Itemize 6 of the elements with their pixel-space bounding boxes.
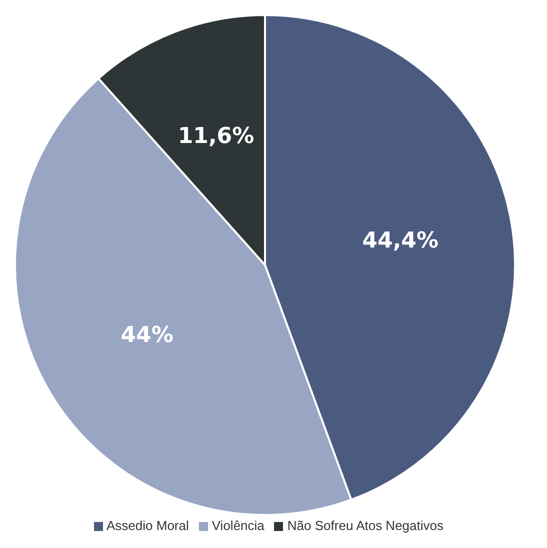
data-label: 44,4% [362, 228, 439, 254]
data-label: 44% [120, 323, 174, 348]
legend-label: Não Sofreu Atos Negativos [287, 518, 444, 533]
legend-label: Assedio Moral [106, 518, 189, 533]
data-label: 11,6% [178, 124, 254, 150]
legend-label: Violência [212, 518, 264, 533]
